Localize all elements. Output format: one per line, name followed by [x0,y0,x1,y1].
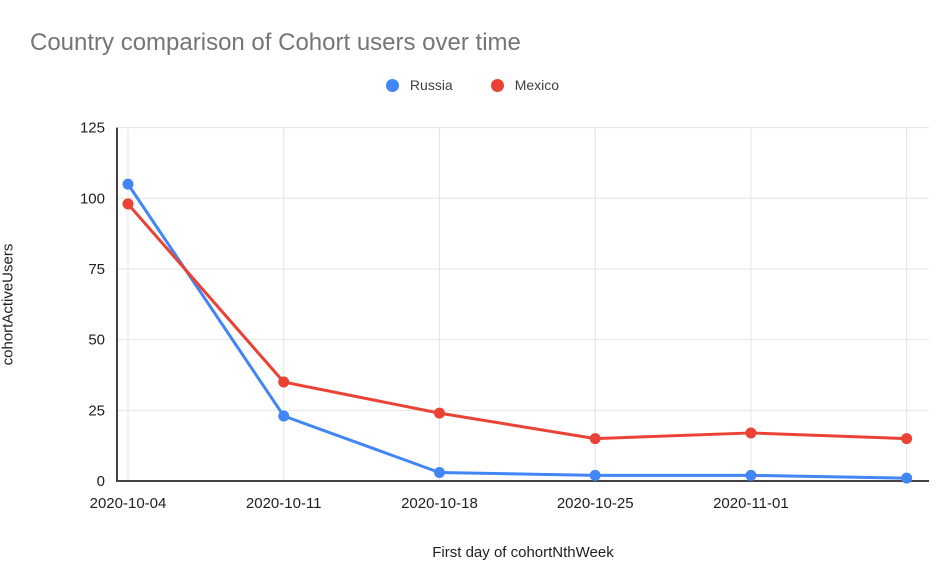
y-tick-label: 25 [88,402,105,419]
data-point-russia-3 [589,469,601,481]
chart-title: Country comparison of Cohort users over … [30,29,521,56]
x-tick-label: 2020-10-11 [246,495,322,512]
data-point-mexico-5 [901,433,913,445]
y-tick-label: 0 [97,473,105,490]
series-line-russia [126,182,909,480]
x-tick-label: 2020-10-25 [557,495,634,512]
russia-series-dot-icon [385,78,399,92]
series-line-mexico [126,202,909,441]
chart-legend: Russia Mexico [0,77,945,93]
data-point-mexico-4 [745,427,757,439]
data-point-russia-1 [278,410,290,422]
mexico-series-dot-icon [490,78,504,92]
y-tick-label: 75 [88,261,105,278]
data-point-mexico-1 [278,376,290,388]
data-point-russia-0 [122,178,134,190]
y-tick-label: 50 [88,332,105,349]
x-tick-label: 2020-11-01 [713,495,789,512]
x-axis-title: First day of cohortNthWeek [432,544,614,561]
legend-item-mexico[interactable]: Mexico [490,77,560,93]
data-point-mexico-2 [433,407,445,419]
legend-item-russia[interactable]: Russia [385,77,453,93]
data-point-russia-5 [901,472,913,484]
legend-label-mexico: Mexico [514,77,560,93]
y-tick-label: 125 [80,120,105,137]
data-point-mexico-0 [122,198,134,210]
y-tick-label: 100 [80,190,105,207]
x-tick-label: 2020-10-04 [90,495,167,512]
data-point-mexico-3 [589,433,601,445]
x-tick-label: 2020-10-18 [401,495,478,512]
data-point-russia-4 [745,469,757,481]
legend-label-russia: Russia [409,77,453,93]
data-point-russia-2 [433,467,445,479]
